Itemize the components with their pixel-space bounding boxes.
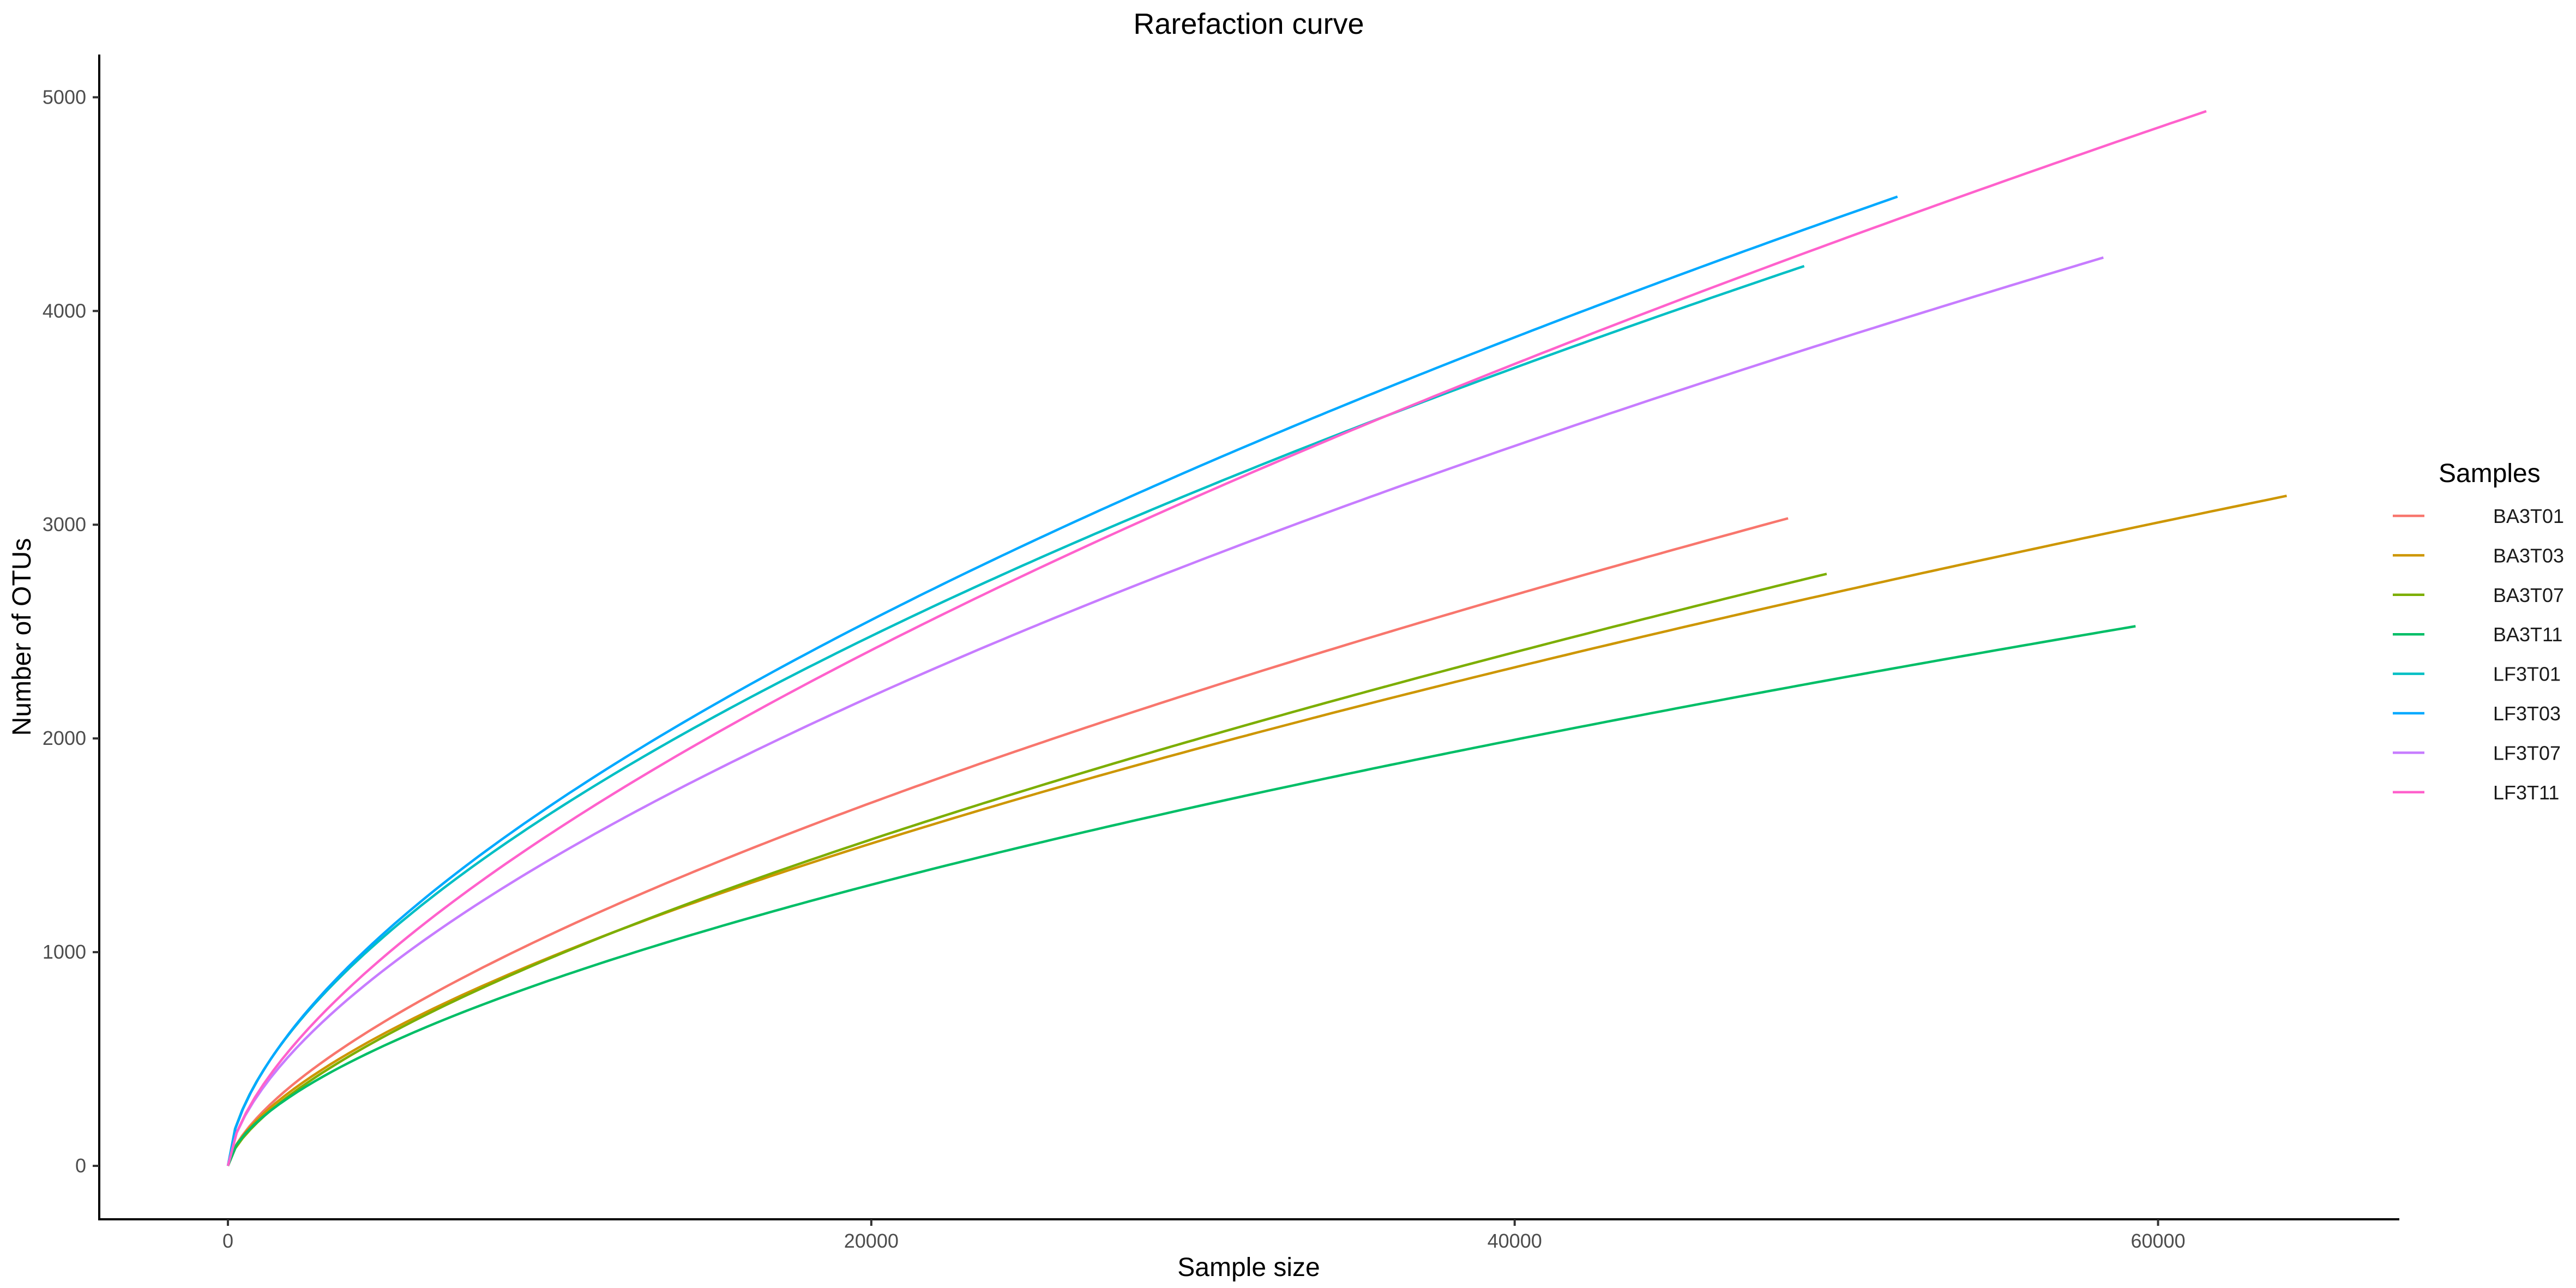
series-lines (226, 110, 2287, 1166)
y-tick-label: 5000 (43, 86, 86, 108)
y-axis-title: Number of OTUs (8, 538, 37, 736)
x-tick-label: 40000 (1488, 1230, 1542, 1252)
x-tick-label: 0 (222, 1230, 233, 1252)
legend: Samples BA3T01 BA3T03 BA3T07 BA3T11 LF3T01 LF… (2393, 459, 2564, 804)
y-tick-label: 2000 (43, 727, 86, 749)
y-ticks: 0 1000 2000 3000 4000 5000 (43, 86, 99, 1177)
series-line-lf3t11 (226, 110, 2207, 1166)
y-tick-label: 3000 (43, 513, 86, 535)
series-line-ba3t01 (226, 517, 1789, 1166)
legend-label-ba3t11: BA3T11 (2493, 623, 2562, 646)
legend-items: BA3T01 BA3T03 BA3T07 BA3T11 LF3T01 LF3T03 LF3T… (2393, 505, 2564, 804)
axes (98, 55, 2399, 1220)
legend-label-ba3t07: BA3T07 (2493, 584, 2564, 606)
series-line-lf3t01 (226, 264, 1805, 1166)
y-tick-label: 1000 (43, 941, 86, 963)
chart-title: Rarefaction curve (1133, 8, 1364, 40)
legend-label-lf3t01: LF3T01 (2493, 663, 2561, 685)
x-axis-title: Sample size (1177, 1253, 1320, 1282)
legend-title: Samples (2439, 459, 2541, 488)
series-line-lf3t07 (226, 256, 2104, 1166)
y-tick-label: 4000 (43, 299, 86, 322)
series-line-ba3t11 (226, 625, 2136, 1166)
x-ticks: 0 20000 40000 60000 (222, 1219, 2186, 1252)
y-tick-label: 0 (75, 1154, 86, 1177)
x-tick-label: 60000 (2130, 1230, 2185, 1252)
series-line-lf3t03 (226, 195, 1898, 1166)
legend-label-ba3t01: BA3T01 (2493, 505, 2564, 527)
legend-label-lf3t11: LF3T11 (2493, 781, 2559, 804)
x-tick-label: 20000 (844, 1230, 899, 1252)
series-line-ba3t03 (226, 495, 2287, 1166)
legend-label-lf3t07: LF3T07 (2493, 742, 2561, 764)
series-line-ba3t07 (226, 573, 1827, 1166)
legend-label-ba3t03: BA3T03 (2493, 544, 2564, 567)
legend-label-lf3t03: LF3T03 (2493, 702, 2561, 725)
